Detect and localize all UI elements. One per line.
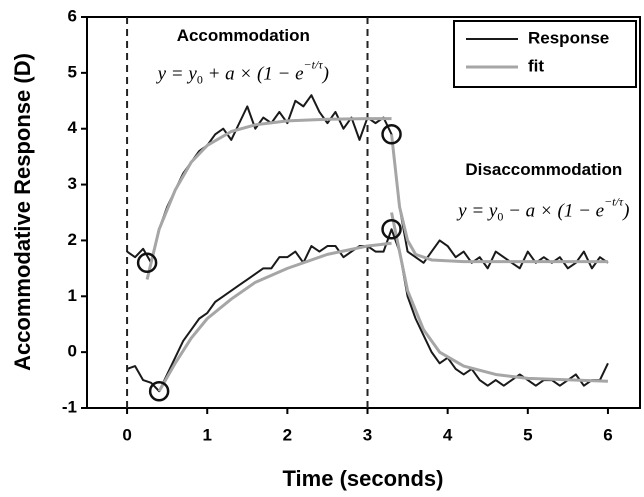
y-tick-label: 0: [68, 342, 77, 361]
annotation: Accommodation: [177, 26, 310, 45]
x-tick-label: 6: [603, 425, 612, 444]
y-tick-label: 6: [68, 6, 77, 25]
equation: y = y0 + a × (1 − e−t/τ): [156, 57, 329, 86]
equation-part: 0: [497, 209, 503, 223]
plot-frame: [86, 16, 641, 409]
equation-part: y = y: [156, 64, 198, 85]
legend-label: Response: [528, 28, 609, 47]
y-tick-label: 1: [68, 286, 77, 305]
equation-part: ): [622, 201, 629, 222]
equation-part: −t/τ: [304, 57, 324, 71]
y-tick-label: 5: [68, 62, 77, 81]
y-axis-title: Accommodative Response (D): [10, 53, 35, 371]
equation-part: − a × (1 − e: [503, 201, 604, 222]
equation-part: + a × (1 − e: [203, 64, 304, 85]
event-marker: [136, 252, 158, 274]
x-tick-label: 1: [202, 425, 211, 444]
fit-line: [145, 117, 392, 280]
event-marker: [148, 380, 170, 402]
equation-part: −t/τ: [604, 194, 624, 208]
equation-part: ): [322, 64, 329, 85]
legend-label: fit: [528, 56, 544, 75]
equation-part: 0: [197, 72, 203, 86]
event-marker: [381, 124, 402, 145]
y-tick-label: 2: [68, 230, 77, 249]
legend-box: [453, 20, 637, 88]
annotation: Disaccommodation: [465, 160, 622, 179]
fit-line: [390, 212, 608, 383]
y-tick-label: 3: [68, 174, 77, 193]
fit-line: [390, 134, 608, 264]
equation: y = y0 − a × (1 − e−t/τ): [456, 194, 629, 223]
x-tick-label: 4: [443, 425, 453, 444]
y-tick-label: -1: [62, 397, 77, 416]
y-tick-label: 4: [68, 118, 78, 137]
x-axis-title: Time (seconds): [283, 466, 444, 491]
response-line: [126, 94, 609, 270]
fit-line: [157, 241, 392, 392]
x-tick-label: 2: [283, 425, 292, 444]
x-tick-label: 5: [523, 425, 532, 444]
equation-part: y = y: [456, 201, 498, 222]
x-tick-label: 3: [363, 425, 372, 444]
x-tick-label: 0: [122, 425, 131, 444]
event-marker: [381, 219, 402, 240]
